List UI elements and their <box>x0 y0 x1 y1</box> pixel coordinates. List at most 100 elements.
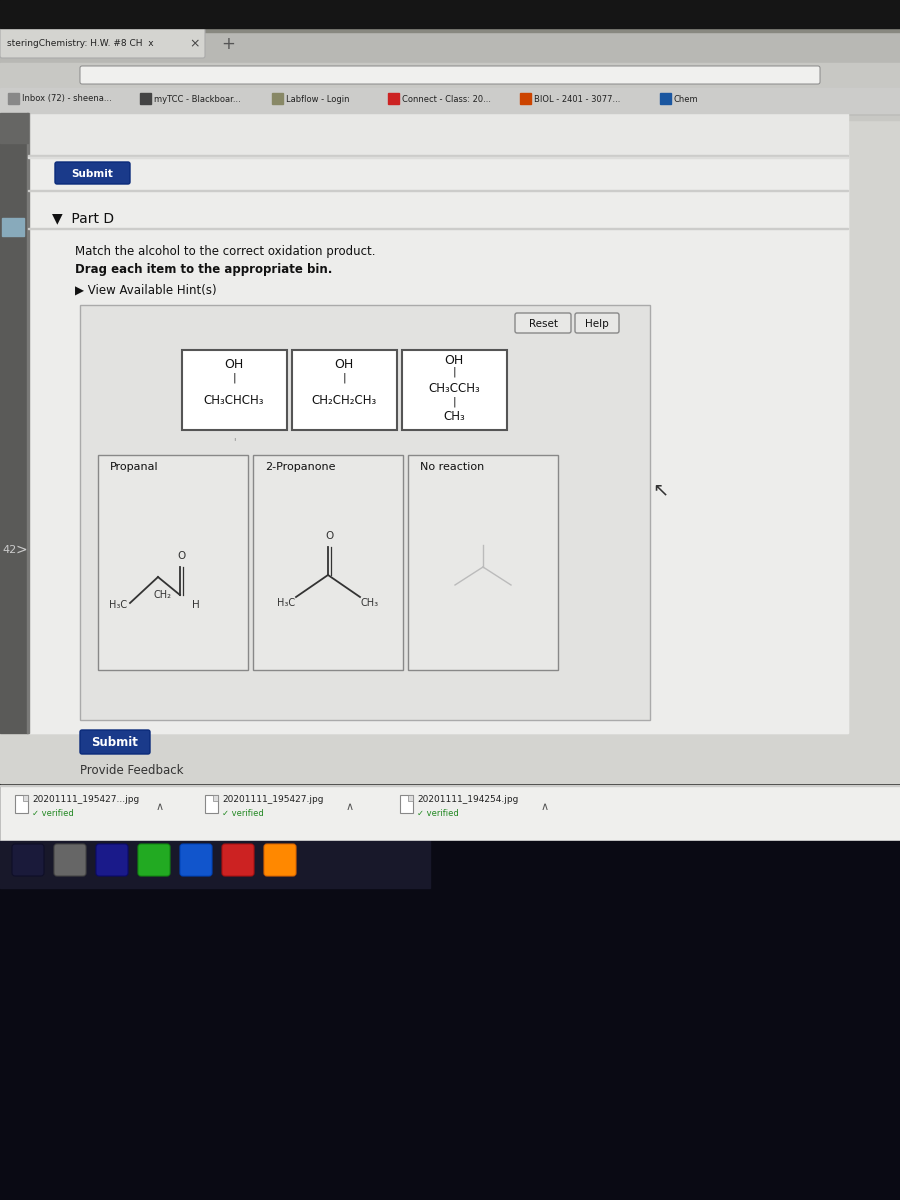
Bar <box>0 785 900 840</box>
FancyBboxPatch shape <box>55 162 130 184</box>
Text: Inbox (72) - sheena...: Inbox (72) - sheena... <box>22 95 112 103</box>
Bar <box>8 92 19 104</box>
Text: CH₃: CH₃ <box>361 598 379 608</box>
FancyBboxPatch shape <box>54 844 86 876</box>
Text: Provide Feedback: Provide Feedback <box>80 763 184 776</box>
Text: BIOL - 2401 - 3077...: BIOL - 2401 - 3077... <box>534 95 620 103</box>
Bar <box>80 305 650 720</box>
Bar <box>0 62 900 88</box>
Bar <box>272 92 283 104</box>
Text: Propanal: Propanal <box>110 462 158 472</box>
Bar <box>0 0 900 28</box>
Text: ∧: ∧ <box>346 802 354 812</box>
Bar <box>15 794 28 814</box>
Text: Submit: Submit <box>71 169 112 179</box>
Bar <box>0 113 900 116</box>
Bar <box>660 92 671 104</box>
Text: ▼  Part D: ▼ Part D <box>52 211 114 226</box>
FancyBboxPatch shape <box>12 844 44 876</box>
FancyBboxPatch shape <box>222 844 254 876</box>
Bar <box>0 113 900 782</box>
FancyBboxPatch shape <box>515 313 571 332</box>
Text: OH: OH <box>224 358 244 371</box>
Text: +: + <box>221 35 235 53</box>
Bar <box>400 794 413 814</box>
FancyBboxPatch shape <box>0 26 205 58</box>
Bar <box>520 92 531 104</box>
Text: CH₃: CH₃ <box>443 409 465 422</box>
Text: OH: OH <box>445 354 464 366</box>
Text: CH₃CHCH₃: CH₃CHCH₃ <box>203 394 265 407</box>
Text: ∧: ∧ <box>156 802 164 812</box>
Bar <box>140 92 151 104</box>
Text: |: | <box>452 397 455 407</box>
Text: >: > <box>15 542 27 557</box>
Bar <box>27 113 29 733</box>
Text: 20201111_195427...jpg: 20201111_195427...jpg <box>32 796 140 804</box>
Text: |: | <box>232 373 236 383</box>
Text: ✓ verified: ✓ verified <box>222 810 264 818</box>
Text: Chem: Chem <box>674 95 698 103</box>
Bar <box>0 840 430 888</box>
Text: H₃C: H₃C <box>277 598 295 608</box>
Text: |: | <box>342 373 346 383</box>
Text: myTCC - Blackboar...: myTCC - Blackboar... <box>154 95 241 103</box>
Text: OH: OH <box>335 358 354 371</box>
Text: Drag each item to the appropriate bin.: Drag each item to the appropriate bin. <box>75 264 332 276</box>
FancyBboxPatch shape <box>80 730 150 754</box>
Text: steringChemistry: H.W. #8 CH  x: steringChemistry: H.W. #8 CH x <box>7 40 154 48</box>
Bar <box>292 350 397 430</box>
Bar <box>28 113 848 733</box>
Text: 20201111_194254.jpg: 20201111_194254.jpg <box>417 796 518 804</box>
Bar <box>28 229 848 329</box>
Text: Reset: Reset <box>528 319 557 329</box>
Bar <box>0 22 900 32</box>
Text: ▶ View Available Hint(s): ▶ View Available Hint(s) <box>75 283 217 296</box>
Bar <box>98 455 248 670</box>
Bar <box>28 155 848 157</box>
Bar <box>0 113 28 733</box>
FancyBboxPatch shape <box>96 844 128 876</box>
Text: 20201111_195427.jpg: 20201111_195427.jpg <box>222 796 323 804</box>
Bar <box>402 350 507 430</box>
Bar <box>0 116 900 120</box>
Text: O: O <box>325 530 333 541</box>
Text: H₃C: H₃C <box>109 600 127 610</box>
Text: ×: × <box>190 37 200 50</box>
Text: No reaction: No reaction <box>420 462 484 472</box>
Text: Match the alcohol to the correct oxidation product.: Match the alcohol to the correct oxidati… <box>75 246 375 258</box>
Bar <box>408 455 558 670</box>
Bar <box>28 155 848 733</box>
Bar <box>0 88 900 113</box>
Text: CH₂CH₂CH₃: CH₂CH₂CH₃ <box>311 394 376 407</box>
Bar <box>23 794 28 802</box>
Text: ✓ verified: ✓ verified <box>417 810 459 818</box>
Text: H: H <box>192 600 200 610</box>
Text: CH₂: CH₂ <box>154 590 172 600</box>
FancyBboxPatch shape <box>138 844 170 876</box>
Bar <box>182 350 287 430</box>
Text: ✓ verified: ✓ verified <box>32 810 74 818</box>
Text: Labflow - Login: Labflow - Login <box>286 95 349 103</box>
FancyBboxPatch shape <box>80 66 820 84</box>
Bar <box>408 794 413 802</box>
Text: Connect - Class: 20...: Connect - Class: 20... <box>402 95 491 103</box>
Bar <box>213 794 218 802</box>
Bar <box>253 455 403 670</box>
Text: |: | <box>452 367 455 377</box>
Bar <box>0 113 28 143</box>
Bar <box>205 794 218 814</box>
Bar <box>388 92 399 104</box>
Text: O: O <box>177 551 185 560</box>
FancyBboxPatch shape <box>575 313 619 332</box>
Bar <box>0 840 900 1200</box>
FancyBboxPatch shape <box>180 844 212 876</box>
Text: 42: 42 <box>3 545 17 554</box>
Bar <box>2 218 24 236</box>
Text: Submit: Submit <box>92 737 139 750</box>
FancyBboxPatch shape <box>264 844 296 876</box>
Text: ↖: ↖ <box>652 480 668 499</box>
Text: 2-Propanone: 2-Propanone <box>265 462 336 472</box>
Text: CH₃CCH₃: CH₃CCH₃ <box>428 382 480 395</box>
Text: ': ' <box>233 437 235 446</box>
